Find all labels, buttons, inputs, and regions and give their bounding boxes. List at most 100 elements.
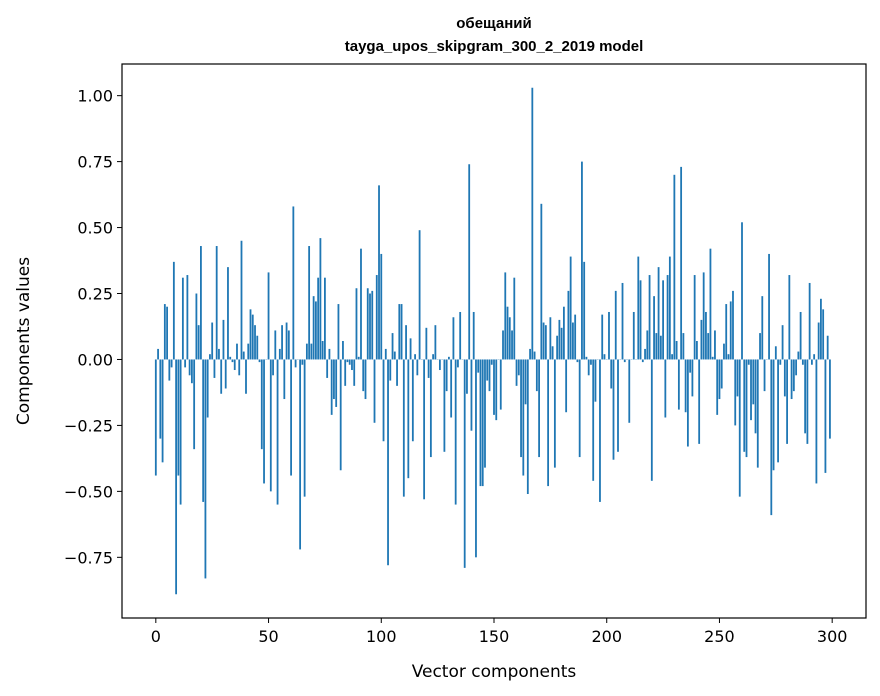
- bar: [666, 275, 669, 360]
- bar: [475, 359, 477, 558]
- chart-subtitle: tayga_upos_skipgram_300_2_2019 model: [345, 38, 644, 55]
- y-tick-label: 0.25: [77, 285, 113, 304]
- y-tick-label: −0.50: [64, 482, 113, 501]
- bar: [238, 359, 241, 376]
- bar: [294, 359, 297, 368]
- bar: [328, 348, 331, 360]
- bar: [346, 359, 349, 363]
- bar: [574, 314, 577, 360]
- bar: [747, 359, 750, 365]
- bar: [425, 327, 428, 360]
- bar: [319, 238, 322, 360]
- bar: [240, 240, 243, 360]
- bar: [741, 222, 743, 360]
- bar: [653, 296, 655, 360]
- bar: [197, 325, 200, 360]
- bar: [283, 359, 286, 400]
- bar: [321, 341, 324, 360]
- bar: [427, 359, 430, 378]
- bar: [641, 359, 644, 363]
- bar: [797, 351, 800, 360]
- bar: [691, 359, 694, 397]
- bar: [175, 359, 178, 595]
- bar: [251, 314, 254, 360]
- bar: [396, 359, 398, 386]
- bar: [686, 359, 689, 447]
- bar: [324, 277, 326, 360]
- bar: [788, 275, 791, 360]
- bar: [405, 325, 407, 360]
- bar: [414, 354, 416, 360]
- bar: [560, 327, 563, 360]
- bar: [400, 304, 403, 360]
- y-tick-label: 0.00: [77, 350, 113, 369]
- bar: [790, 359, 793, 400]
- bar: [707, 333, 710, 360]
- bar: [662, 280, 664, 360]
- bar: [756, 359, 759, 468]
- bar: [418, 230, 421, 360]
- bar: [242, 351, 245, 360]
- bar: [188, 359, 191, 376]
- bar: [245, 359, 247, 394]
- bar: [357, 356, 360, 360]
- bar: [511, 330, 513, 360]
- x-tick-label: 200: [591, 627, 622, 646]
- bar: [470, 359, 473, 431]
- bar: [677, 359, 680, 410]
- bar: [411, 359, 414, 442]
- bar: [339, 359, 342, 471]
- bar: [209, 354, 211, 360]
- bar: [508, 317, 511, 360]
- bar: [538, 359, 540, 458]
- bar: [614, 290, 617, 360]
- bar: [770, 359, 773, 516]
- bar: [389, 359, 392, 381]
- bar: [727, 354, 730, 360]
- bar: [170, 359, 173, 368]
- bar: [702, 272, 705, 360]
- bar: [423, 359, 426, 500]
- bar: [204, 359, 207, 579]
- bar: [716, 359, 719, 415]
- bar: [276, 359, 279, 505]
- bar: [375, 275, 378, 360]
- bar: [815, 359, 818, 484]
- bar: [314, 301, 317, 360]
- bar: [513, 277, 516, 360]
- bar: [621, 282, 624, 360]
- bar: [705, 311, 707, 360]
- bar: [432, 354, 435, 360]
- bar: [249, 309, 252, 360]
- bar: [657, 267, 660, 360]
- bar: [445, 359, 448, 392]
- bar: [813, 354, 816, 360]
- bar: [664, 359, 667, 418]
- bar: [272, 359, 274, 376]
- bar: [342, 341, 344, 360]
- bar: [459, 311, 462, 360]
- bar: [542, 322, 545, 360]
- bar: [718, 359, 721, 400]
- x-tick-label: 300: [817, 627, 848, 646]
- bar: [515, 359, 518, 386]
- bar: [585, 356, 588, 360]
- bar: [159, 359, 162, 439]
- y-tick-label: −0.25: [64, 416, 113, 435]
- y-tick-label: 1.00: [77, 87, 113, 106]
- bar: [161, 359, 164, 463]
- bar: [260, 359, 263, 450]
- bar: [632, 311, 635, 360]
- bar: [723, 343, 725, 360]
- bar: [409, 338, 412, 360]
- bar: [227, 267, 229, 360]
- bar: [247, 343, 250, 360]
- bar: [529, 348, 531, 360]
- bar: [810, 359, 813, 365]
- bar: [617, 359, 619, 452]
- bar: [371, 290, 374, 360]
- bar: [644, 348, 646, 360]
- bar: [278, 348, 281, 360]
- bar: [581, 161, 583, 360]
- bar: [454, 359, 457, 505]
